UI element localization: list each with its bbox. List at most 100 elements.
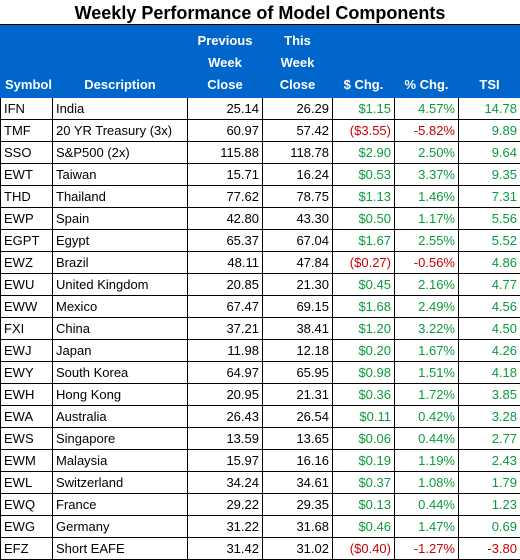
header-description: Description [52, 25, 188, 98]
symbol-cell: EWP [0, 207, 53, 230]
this-close-cell: 57.42 [262, 119, 333, 142]
previous-close-cell: 60.97 [187, 119, 263, 142]
percent-change-cell: 1.17% [394, 207, 459, 230]
previous-close-cell: 25.14 [187, 97, 263, 120]
symbol-cell: IFN [0, 97, 53, 120]
symbol-cell: EGPT [0, 229, 53, 252]
symbol-cell: EWY [0, 361, 53, 384]
dollar-change-cell: $0.20 [332, 339, 395, 362]
percent-change-cell: 3.22% [394, 317, 459, 340]
tsi-cell: 1.79 [458, 471, 520, 494]
percent-change-cell: 1.46% [394, 185, 459, 208]
table-row: EGPT Egypt 65.37 67.04 $1.67 2.55% 5.52 [0, 229, 520, 252]
previous-close-cell: 77.62 [187, 185, 263, 208]
previous-close-cell: 15.71 [187, 163, 263, 186]
symbol-cell: TMF [0, 119, 53, 142]
description-cell: Brazil [52, 251, 188, 274]
this-close-cell: 118.78 [262, 141, 333, 164]
this-close-cell: 12.18 [262, 339, 333, 362]
tsi-cell: 5.56 [458, 207, 520, 230]
previous-close-cell: 15.97 [187, 449, 263, 472]
previous-close-cell: 26.43 [187, 405, 263, 428]
dollar-change-cell: $2.90 [332, 141, 395, 164]
dollar-change-cell: $0.53 [332, 163, 395, 186]
percent-change-cell: 1.08% [394, 471, 459, 494]
table-row: EWY South Korea 64.97 65.95 $0.98 1.51% 4.18 [0, 361, 520, 384]
percent-change-cell: 1.51% [394, 361, 459, 384]
this-close-cell: 38.41 [262, 317, 333, 340]
dollar-change-cell: $1.15 [332, 97, 395, 120]
this-close-cell: 31.02 [262, 537, 333, 560]
description-cell: Hong Kong [52, 383, 188, 406]
tsi-cell: 4.77 [458, 273, 520, 296]
symbol-cell: EWZ [0, 251, 53, 274]
description-cell: Singapore [52, 427, 188, 450]
description-cell: United Kingdom [52, 273, 188, 296]
previous-close-cell: 31.22 [187, 515, 263, 538]
table-row: EWA Australia 26.43 26.54 $0.11 0.42% 3.28 [0, 405, 520, 428]
description-cell: Thailand [52, 185, 188, 208]
header-tsi: TSI [458, 25, 520, 98]
dollar-change-cell: $1.13 [332, 185, 395, 208]
performance-table: Symbol Description Previous Week Close T… [0, 25, 520, 560]
description-cell: Mexico [52, 295, 188, 318]
previous-close-cell: 115.88 [187, 141, 263, 164]
this-close-cell: 26.29 [262, 97, 333, 120]
percent-change-cell: -1.27% [394, 537, 459, 560]
dollar-change-cell: $1.67 [332, 229, 395, 252]
percent-change-cell: 2.50% [394, 141, 459, 164]
tsi-cell: 14.78 [458, 97, 520, 120]
tsi-cell: 7.31 [458, 185, 520, 208]
percent-change-cell: 1.47% [394, 515, 459, 538]
dollar-change-cell: $0.50 [332, 207, 395, 230]
previous-close-cell: 64.97 [187, 361, 263, 384]
description-cell: S&P500 (2x) [52, 141, 188, 164]
percent-change-cell: -5.82% [394, 119, 459, 142]
description-cell: Malaysia [52, 449, 188, 472]
percent-change-cell: 0.44% [394, 493, 459, 516]
tsi-cell: 4.18 [458, 361, 520, 384]
table-row: TMF 20 YR Treasury (3x) 60.97 57.42 ($3.55) -… [0, 119, 520, 142]
table-row: SSO S&P500 (2x) 115.88 118.78 $2.90 2.50% 9.64 [0, 141, 520, 164]
dollar-change-cell: $0.37 [332, 471, 395, 494]
tsi-cell: 4.56 [458, 295, 520, 318]
table-row: EWP Spain 42.80 43.30 $0.50 1.17% 5.56 [0, 207, 520, 230]
tsi-cell: 2.43 [458, 449, 520, 472]
description-cell: France [52, 493, 188, 516]
table-row: EWL Switzerland 34.24 34.61 $0.37 1.08% 1.79 [0, 471, 520, 494]
dollar-change-cell: $0.46 [332, 515, 395, 538]
previous-close-cell: 13.59 [187, 427, 263, 450]
table-row: THD Thailand 77.62 78.75 $1.13 1.46% 7.31 [0, 185, 520, 208]
percent-change-cell: 2.49% [394, 295, 459, 318]
this-close-cell: 21.30 [262, 273, 333, 296]
percent-change-cell: 1.19% [394, 449, 459, 472]
this-close-cell: 16.24 [262, 163, 333, 186]
this-close-cell: 34.61 [262, 471, 333, 494]
tsi-cell: 3.28 [458, 405, 520, 428]
table-row: IFN India 25.14 26.29 $1.15 4.57% 14.78 [0, 97, 520, 120]
previous-close-cell: 37.21 [187, 317, 263, 340]
this-close-cell: 69.15 [262, 295, 333, 318]
description-cell: Switzerland [52, 471, 188, 494]
description-cell: 20 YR Treasury (3x) [52, 119, 188, 142]
header-previous-close: Previous Week Close [187, 25, 263, 98]
description-cell: South Korea [52, 361, 188, 384]
header-dollar-change: $ Chg. [332, 25, 395, 98]
header-this-close: This Week Close [262, 25, 333, 98]
table-title: Weekly Performance of Model Components [0, 0, 520, 25]
symbol-cell: EWW [0, 295, 53, 318]
symbol-cell: SSO [0, 141, 53, 164]
percent-change-cell: 0.42% [394, 405, 459, 428]
description-cell: India [52, 97, 188, 120]
previous-close-cell: 29.22 [187, 493, 263, 516]
table-row: EWG Germany 31.22 31.68 $0.46 1.47% 0.69 [0, 515, 520, 538]
previous-close-cell: 31.42 [187, 537, 263, 560]
previous-close-cell: 48.11 [187, 251, 263, 274]
table-row: EWJ Japan 11.98 12.18 $0.20 1.67% 4.26 [0, 339, 520, 362]
symbol-cell: THD [0, 185, 53, 208]
tsi-cell: 9.64 [458, 141, 520, 164]
this-close-cell: 31.68 [262, 515, 333, 538]
tsi-cell: 4.50 [458, 317, 520, 340]
tsi-cell: 5.52 [458, 229, 520, 252]
description-cell: Spain [52, 207, 188, 230]
